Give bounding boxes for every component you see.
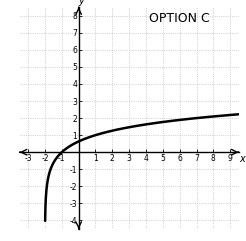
- Text: OPTION C: OPTION C: [149, 12, 210, 25]
- Text: y: y: [78, 0, 84, 6]
- Text: x: x: [239, 154, 245, 164]
